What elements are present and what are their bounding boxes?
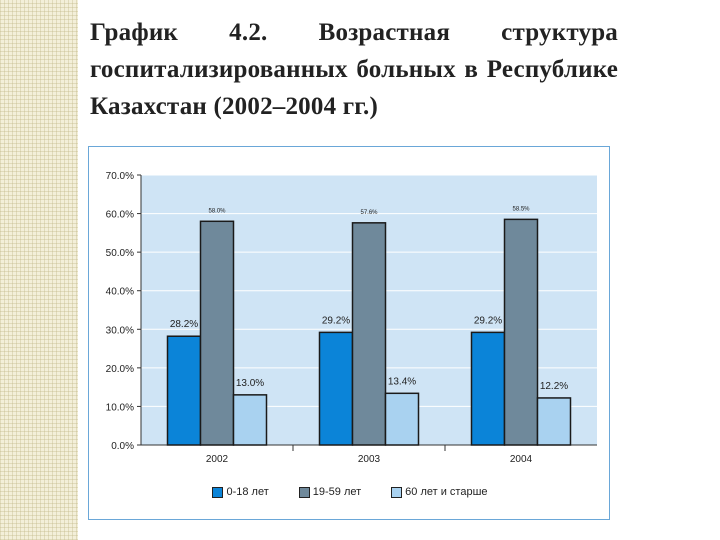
chart-legend: 0-18 лет 19-59 лет 60 лет и старше bbox=[89, 486, 611, 498]
bar bbox=[318, 331, 354, 446]
data-label: 58.0% bbox=[208, 208, 226, 214]
data-label: 13.0% bbox=[236, 378, 264, 389]
data-label: 58.5% bbox=[512, 206, 530, 212]
legend-swatch bbox=[298, 486, 310, 498]
data-label: 29.2% bbox=[474, 315, 502, 326]
bar bbox=[232, 394, 268, 446]
legend-item: 60 лет и старше bbox=[391, 486, 488, 498]
bar bbox=[199, 220, 235, 446]
bar bbox=[536, 397, 572, 446]
chart-frame: 0.0% 10.0% 20.0% 30.0% 40.0% 50.0% 60.0% 70.0% 2… bbox=[88, 146, 610, 520]
x-tick-label: 2004 bbox=[510, 454, 533, 465]
data-label: 57.6% bbox=[360, 210, 378, 216]
data-label: 13.4% bbox=[388, 376, 416, 387]
x-tick-label: 2002 bbox=[206, 454, 229, 465]
data-label: 29.2% bbox=[322, 315, 350, 326]
bar bbox=[470, 331, 506, 446]
legend-label: 0-18 лет bbox=[226, 486, 269, 498]
y-tick-label: 20.0% bbox=[106, 364, 134, 375]
bar bbox=[503, 218, 539, 446]
legend-swatch bbox=[391, 486, 403, 498]
legend-item: 19-59 лет bbox=[298, 486, 362, 498]
legend-label: 60 лет и старше bbox=[405, 486, 488, 498]
data-label: 12.2% bbox=[540, 381, 568, 392]
bar-chart: 0.0% 10.0% 20.0% 30.0% 40.0% 50.0% 60.0% 70.0% 2… bbox=[106, 171, 597, 465]
bar bbox=[166, 335, 202, 446]
y-tick-label: 70.0% bbox=[106, 171, 134, 182]
y-tick-label: 40.0% bbox=[106, 287, 134, 298]
bar bbox=[351, 222, 387, 446]
page-title: График 4.2. Возрастная структура госпита… bbox=[90, 19, 618, 120]
legend-label: 19-59 лет bbox=[312, 486, 362, 498]
y-tick-label: 0.0% bbox=[111, 441, 134, 452]
data-label: 28.2% bbox=[170, 319, 198, 330]
legend-item: 0-18 лет bbox=[212, 486, 269, 498]
y-tick-label: 10.0% bbox=[106, 402, 134, 413]
decorative-side-strip bbox=[0, 0, 78, 540]
legend-swatch bbox=[212, 486, 224, 498]
y-tick-label: 50.0% bbox=[106, 248, 134, 259]
y-tick-label: 60.0% bbox=[106, 210, 134, 221]
bar bbox=[384, 392, 420, 446]
y-tick-label: 30.0% bbox=[106, 325, 134, 336]
x-tick-label: 2003 bbox=[358, 454, 381, 465]
